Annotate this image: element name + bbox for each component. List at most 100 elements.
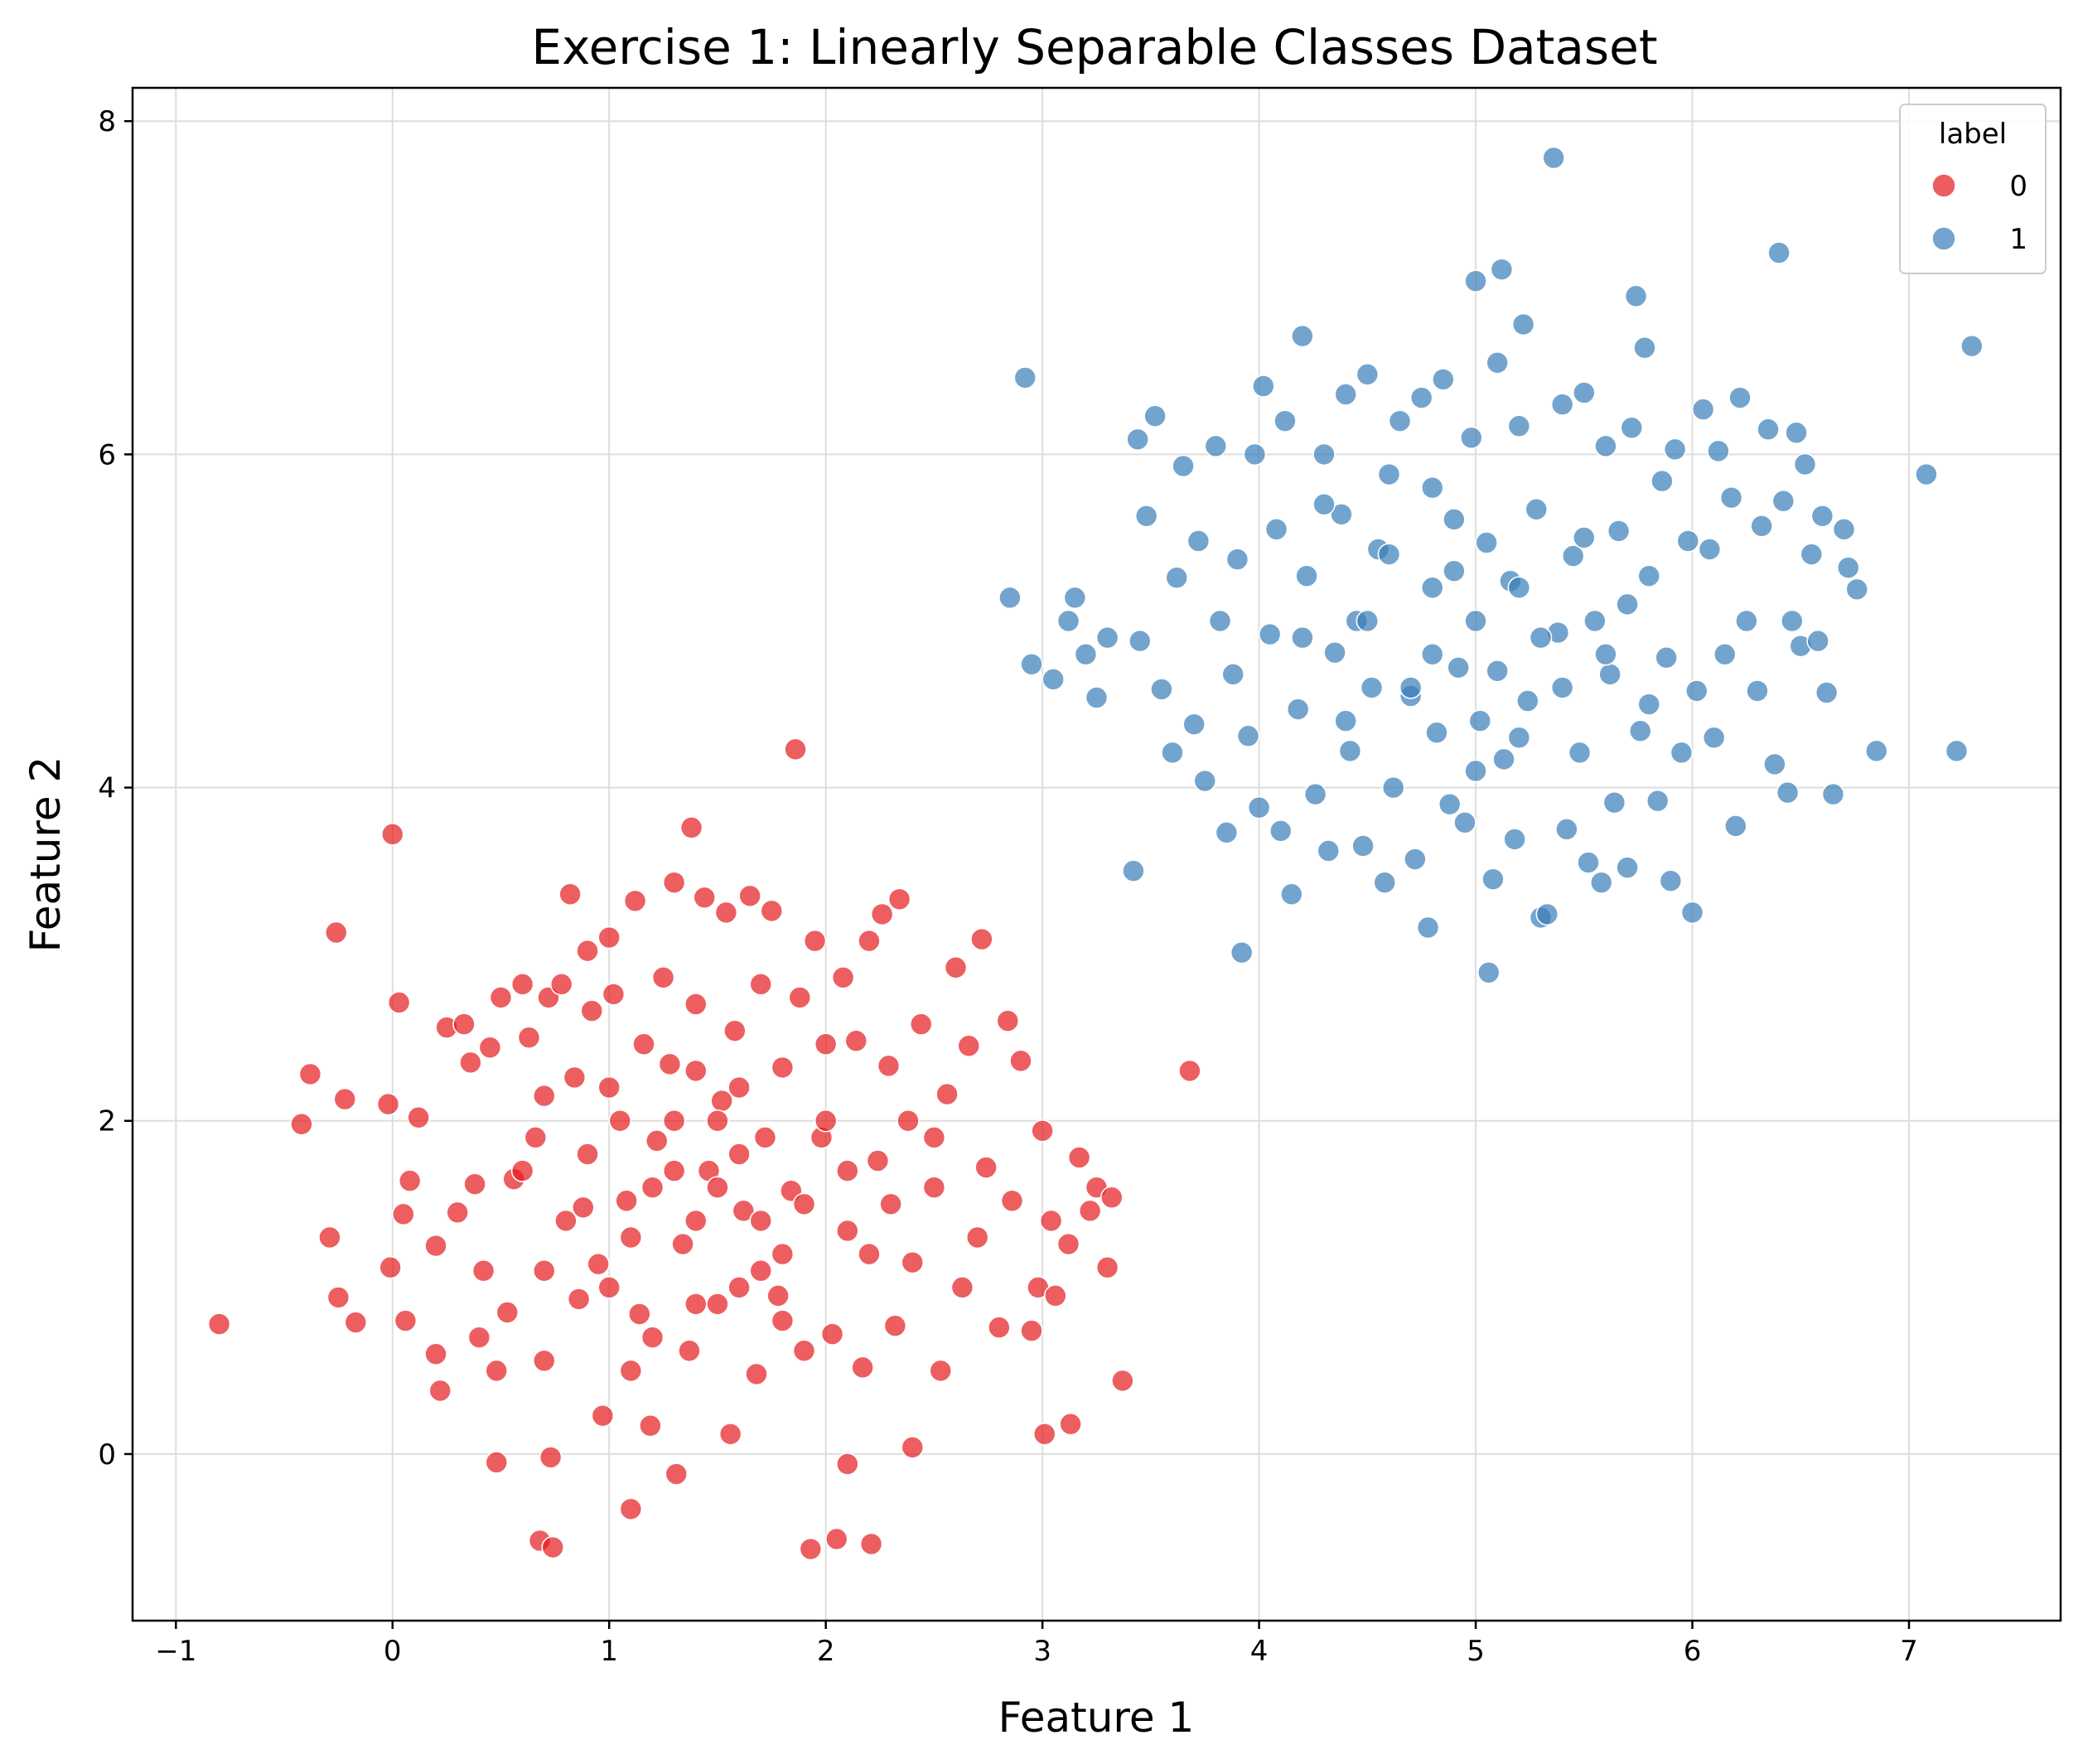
data-point-class-1 [1550, 393, 1574, 416]
data-point-class-1 [1186, 529, 1211, 553]
data-point-class-0 [597, 1276, 621, 1299]
x-tick-label: 0 [384, 1635, 402, 1668]
data-point-class-1 [1453, 810, 1476, 834]
data-point-class-0 [424, 1342, 447, 1366]
data-point-class-0 [1056, 1232, 1080, 1256]
data-point-class-1 [1264, 518, 1288, 541]
data-point-class-0 [478, 1036, 502, 1060]
y-tick-label: 4 [98, 772, 116, 805]
data-point-class-0 [379, 1255, 402, 1279]
data-point-class-0 [1009, 1049, 1032, 1073]
grid [133, 88, 2061, 1621]
data-point-class-1 [1464, 609, 1487, 633]
data-point-class-0 [549, 973, 573, 996]
data-point-class-1 [1620, 416, 1644, 440]
data-point-class-0 [836, 1159, 859, 1182]
data-point-class-0 [792, 1192, 816, 1216]
data-point-class-0 [859, 1532, 883, 1556]
data-point-class-0 [965, 1225, 989, 1249]
data-point-class-1 [1438, 792, 1462, 816]
data-point-class-1 [1516, 689, 1539, 713]
data-point-class-0 [792, 1339, 816, 1363]
data-point-class-0 [706, 1109, 729, 1133]
legend-title: label [1939, 118, 2007, 151]
data-point-class-0 [628, 1302, 651, 1326]
data-point-class-1 [1247, 795, 1271, 819]
data-point-class-1 [1577, 851, 1600, 874]
data-point-class-1 [1236, 724, 1260, 748]
data-point-class-1 [1806, 629, 1829, 653]
data-point-class-1 [1589, 871, 1613, 894]
data-point-class-1 [1503, 828, 1526, 851]
data-point-class-1 [1122, 859, 1145, 882]
data-point-class-0 [727, 1143, 751, 1166]
data-point-class-1 [1273, 409, 1297, 433]
data-point-class-1 [1684, 679, 1708, 703]
x-tick-label: 7 [1900, 1635, 1918, 1668]
data-point-class-1 [1312, 442, 1336, 466]
data-point-class-0 [771, 1242, 795, 1266]
data-point-class-0 [814, 1032, 838, 1056]
data-point-class-1 [1334, 709, 1357, 732]
data-point-class-1 [1134, 504, 1158, 528]
data-point-class-1 [1409, 386, 1433, 409]
data-point-class-0 [510, 1159, 534, 1182]
data-point-class-0 [727, 1276, 751, 1299]
data-point-class-0 [567, 1288, 591, 1311]
data-point-class-1 [1815, 681, 1839, 704]
data-point-class-1 [1280, 882, 1303, 906]
data-point-class-0 [749, 973, 773, 996]
data-point-class-1 [1230, 940, 1254, 964]
data-point-class-0 [887, 887, 911, 911]
data-point-class-0 [645, 1129, 669, 1153]
data-point-class-1 [1460, 426, 1483, 450]
data-point-class-1 [1568, 741, 1592, 765]
data-point-class-0 [207, 1312, 231, 1336]
data-point-class-0 [957, 1034, 981, 1058]
data-point-class-1 [1728, 386, 1752, 409]
data-point-class-1 [1377, 462, 1401, 486]
data-point-class-1 [1507, 576, 1531, 600]
data-point-class-1 [1960, 334, 1984, 358]
data-point-class-1 [1420, 576, 1444, 600]
data-point-class-1 [1373, 871, 1397, 894]
data-point-class-0 [539, 1446, 563, 1469]
data-point-class-0 [446, 1201, 469, 1225]
x-tick-label: 4 [1250, 1635, 1269, 1668]
data-point-class-0 [597, 925, 621, 950]
data-point-class-0 [1111, 1369, 1134, 1393]
data-point-class-1 [1637, 564, 1661, 587]
data-point-class-0 [407, 1105, 430, 1129]
data-point-class-0 [591, 1404, 615, 1428]
data-point-class-0 [671, 1232, 694, 1256]
x-tick-label: 2 [817, 1635, 835, 1668]
data-point-class-0 [658, 1052, 682, 1076]
data-point-class-0 [580, 999, 604, 1022]
data-point-class-1 [1594, 434, 1617, 458]
data-point-class-0 [517, 1026, 541, 1049]
data-point-class-0 [1020, 1319, 1043, 1342]
data-point-class-0 [950, 1276, 974, 1299]
data-point-class-0 [684, 993, 708, 1016]
data-point-class-0 [452, 1012, 476, 1036]
data-point-class-0 [467, 1326, 491, 1349]
legend-marker-1 [1931, 226, 1956, 251]
data-point-class-1 [1126, 428, 1149, 452]
data-point-class-1 [1388, 409, 1412, 433]
data-point-class-1 [1702, 726, 1726, 750]
data-point-class-0 [836, 1219, 859, 1243]
data-point-class-1 [1572, 381, 1596, 404]
x-tick-label: 3 [1033, 1635, 1051, 1668]
data-point-class-0 [344, 1311, 368, 1334]
data-point-class-1 [1215, 821, 1239, 844]
data-point-class-1 [1832, 518, 1856, 541]
data-point-class-0 [471, 1259, 495, 1283]
data-point-class-0 [824, 1527, 848, 1551]
data-point-class-0 [392, 1202, 415, 1226]
data-point-class-1 [1793, 452, 1817, 476]
data-point-class-0 [922, 1176, 946, 1199]
data-point-class-1 [1583, 609, 1607, 633]
data-point-class-0 [870, 902, 894, 926]
data-point-class-1 [1763, 752, 1786, 776]
